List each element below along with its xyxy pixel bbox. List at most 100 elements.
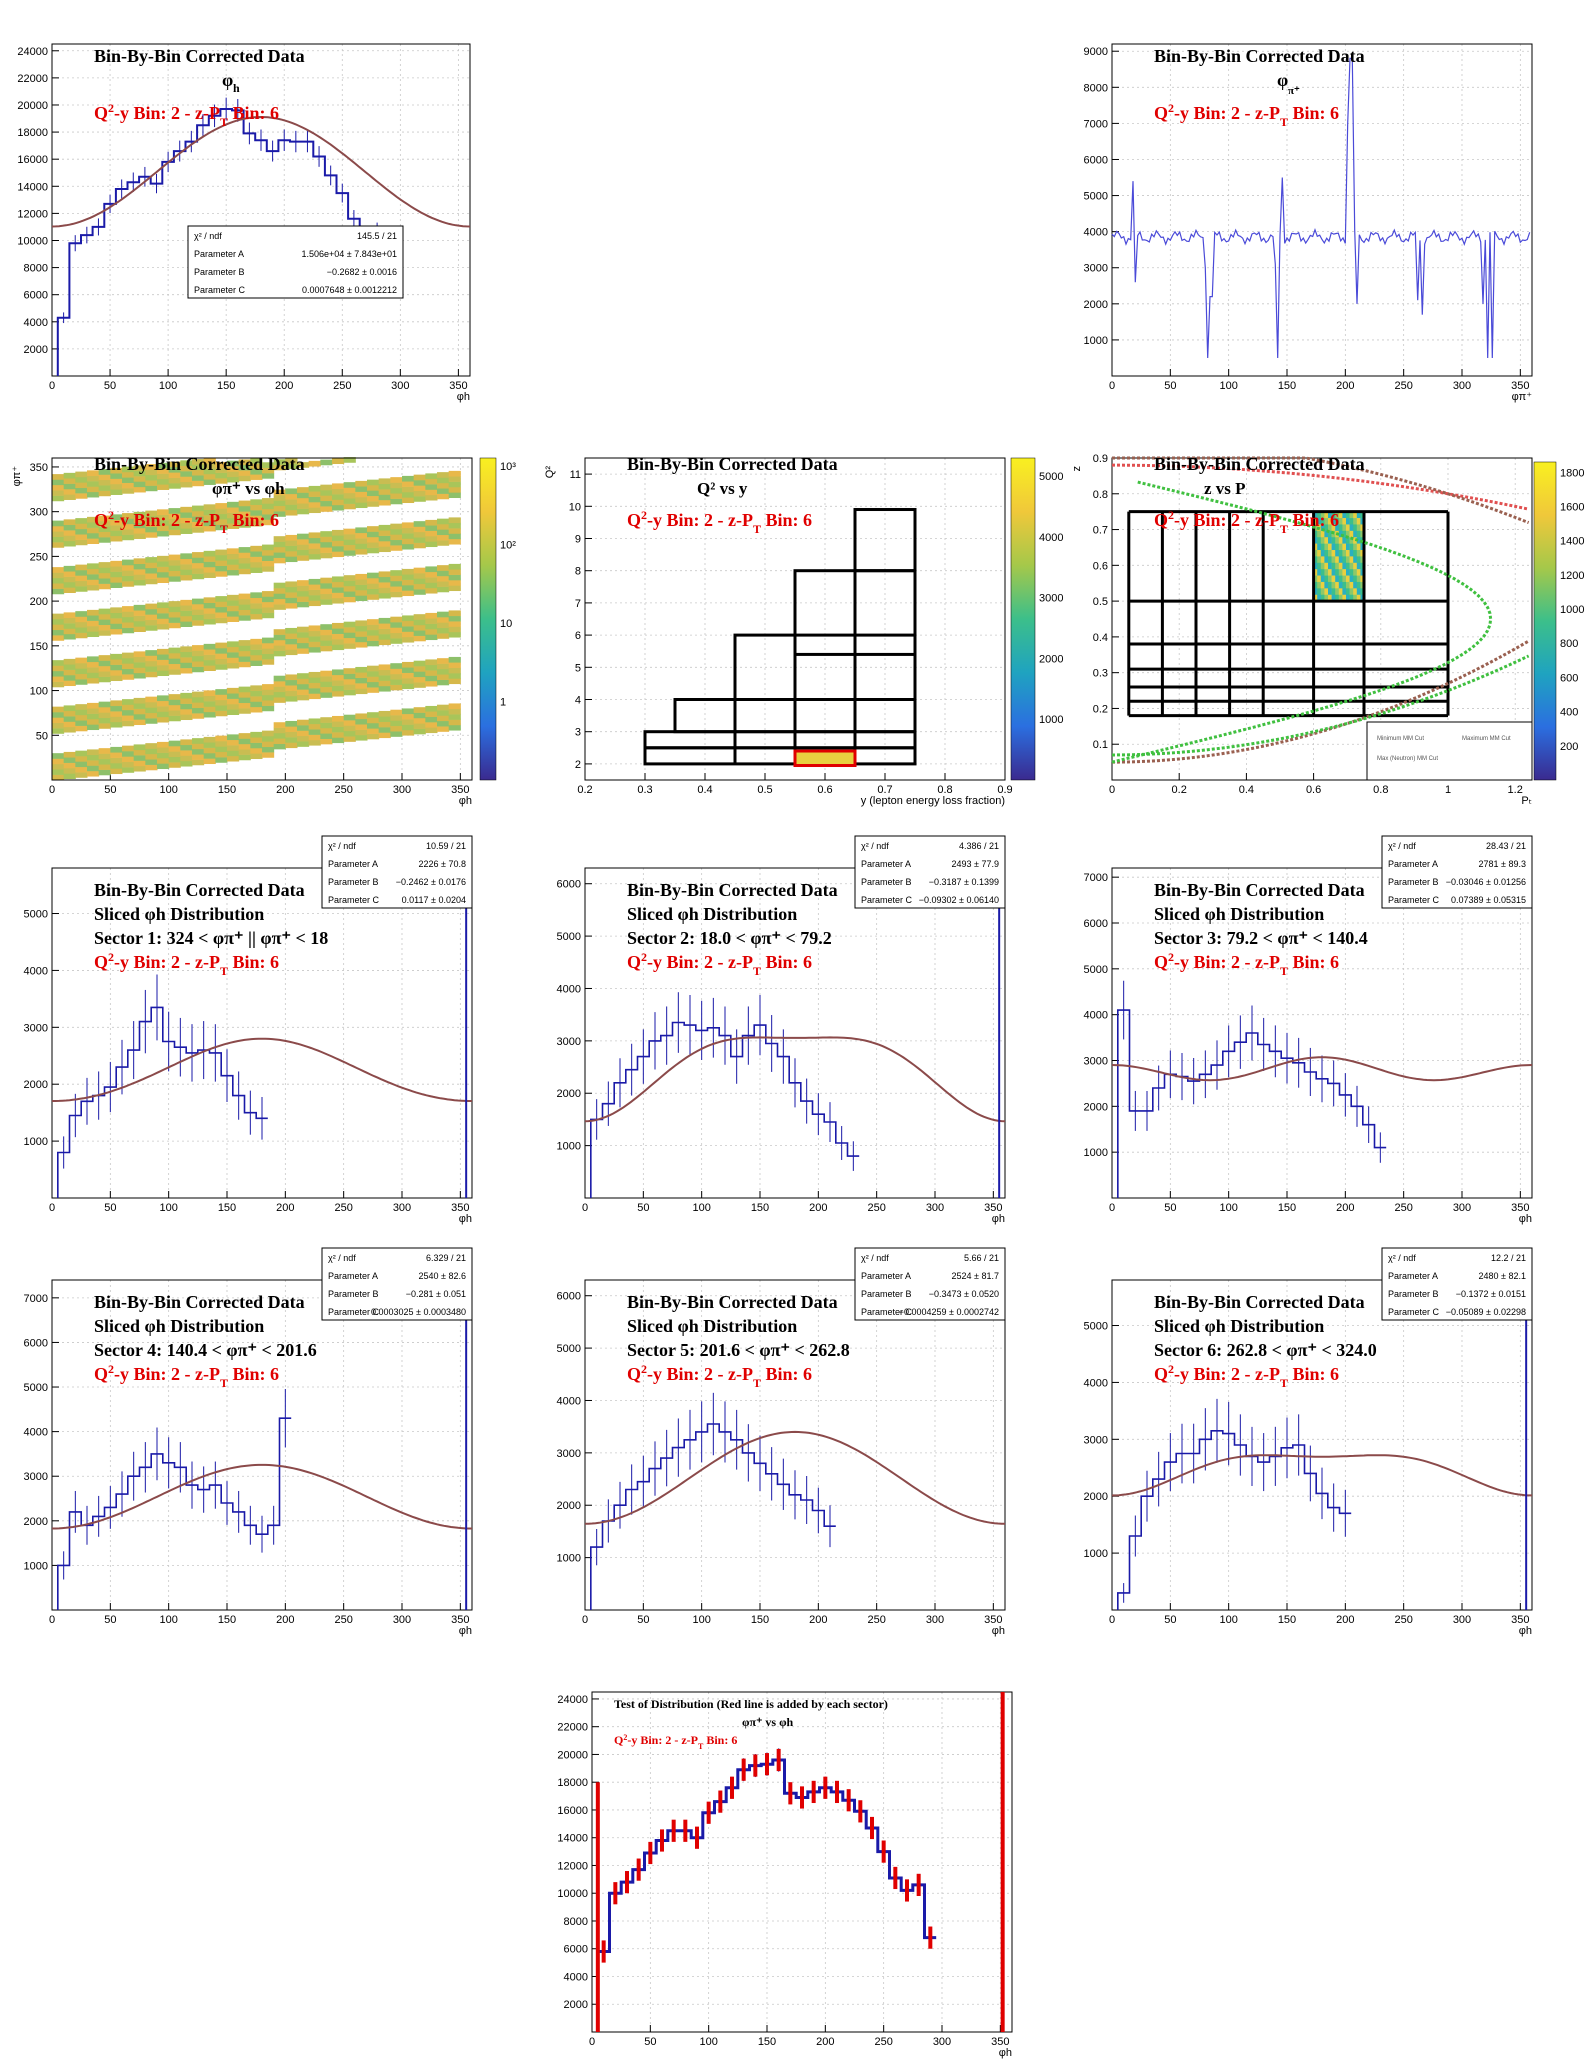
y-tick-label: 1000: [557, 1553, 581, 1565]
heatmap-cell: [203, 561, 216, 568]
heatmap-cell: [1320, 581, 1325, 589]
heatmap-cell: [180, 569, 193, 576]
heatmap-cell: [425, 473, 438, 480]
heatmap-cell: [378, 494, 391, 501]
heatmap-cell: [1320, 588, 1325, 596]
heatmap-cell: [1324, 550, 1329, 557]
heatmap-cell: [52, 577, 65, 584]
heatmap-cell: [425, 494, 438, 501]
stats-label: χ² / ndf: [861, 841, 889, 851]
heatmap-cell: [227, 523, 240, 529]
stats-label: Parameter A: [1388, 1271, 1438, 1281]
heatmap-cell: [1331, 550, 1336, 557]
heatmap-cell: [273, 500, 286, 507]
heatmap-cell: [1335, 569, 1340, 576]
heatmap-cell: [285, 499, 298, 505]
heatmap-cell: [332, 685, 345, 692]
heatmap-cell: [378, 489, 391, 495]
heatmap-cell: [413, 485, 426, 492]
x-tick-label: 250: [867, 1202, 885, 1214]
heatmap-cell: [192, 510, 205, 517]
x-tick-label: 250: [1394, 380, 1412, 392]
plot-frame: [591, 1691, 1013, 2033]
heatmap-cell: [98, 764, 111, 770]
heatmap-cell: [227, 600, 240, 606]
stats-label: Parameter A: [328, 1271, 378, 1281]
heatmap-cell: [192, 645, 205, 651]
heatmap-cell: [203, 556, 216, 562]
heatmap-cell: [75, 528, 88, 535]
x-tick-label: 0.4: [1239, 784, 1254, 796]
heatmap-cell: [308, 693, 321, 700]
heatmap-cell: [63, 773, 76, 780]
heatmap-cell: [285, 504, 298, 511]
heatmap-cell: [52, 583, 65, 589]
y-tick-label: 10000: [557, 1888, 588, 1900]
y-tick-label: 2000: [1084, 299, 1108, 311]
heatmap-cell: [262, 601, 275, 608]
heatmap-cell: [1353, 575, 1358, 583]
heatmap-cell: [262, 752, 275, 758]
heatmap-cell: [390, 591, 403, 598]
x-tick-label: 300: [393, 1202, 411, 1214]
y-tick-label: 24000: [557, 1694, 588, 1706]
heatmap-cell: [250, 613, 263, 620]
heatmap-cell: [238, 615, 251, 621]
heatmap-cell: [378, 732, 391, 739]
y-tick-label: 1000: [1084, 1548, 1108, 1560]
heatmap-cell: [87, 656, 100, 663]
heatmap-cell: [448, 476, 461, 482]
heatmap-cell: [215, 519, 228, 525]
heatmap-cell: [110, 757, 123, 764]
heatmap-cell: [145, 671, 158, 678]
heatmap-cell: [250, 654, 263, 661]
heatmap-cell: [448, 538, 461, 545]
heatmap-cell: [238, 557, 251, 564]
y-tick-label: 3000: [1084, 1434, 1108, 1446]
colorbar-tick-label: 1200: [1560, 570, 1584, 582]
heatmap-cell: [192, 661, 205, 667]
heatmap-cell: [75, 657, 88, 664]
stats-label: Parameter B: [1388, 877, 1439, 887]
heatmap-cell: [75, 668, 88, 675]
heatmap-cell: [52, 774, 65, 781]
heatmap-cell: [157, 659, 170, 666]
heatmap-cell: [425, 484, 438, 490]
x-tick-label: 200: [276, 1202, 294, 1214]
y-tick-label: 5000: [1084, 1321, 1108, 1333]
y-tick-label: 10000: [17, 235, 48, 247]
heatmap-cell: [227, 476, 240, 483]
heatmap-cell: [1331, 562, 1336, 570]
heatmap-cell: [402, 475, 415, 482]
x-axis-label: φπ⁺: [1512, 391, 1533, 403]
stats-value: 145.5 / 21: [357, 231, 397, 241]
heatmap-cell: [1342, 530, 1347, 538]
heatmap-cell: [75, 766, 88, 773]
heatmap-cell: [1331, 581, 1336, 589]
stats-label: Parameter A: [194, 249, 244, 259]
heatmap-cell: [332, 504, 345, 511]
chart-z-vs-pt: 0 0.2 0.4 0.6 0.8 1 1.20.10.20.30.40.50.60.70.…: [1071, 453, 1584, 807]
heatmap-cell: [133, 558, 146, 565]
heatmap-cell: [1346, 550, 1350, 557]
heatmap-cell: [52, 474, 65, 480]
heatmap-cell: [52, 490, 65, 496]
sector-label: Sector 2: 18.0 < φπ⁺ < 79.2: [627, 928, 832, 948]
legend-entry: Maximum MM Cut: [1462, 736, 1511, 742]
heatmap-cell: [448, 703, 461, 710]
heatmap-cell: [52, 676, 65, 682]
heatmap-cell: [1317, 575, 1322, 583]
stats-value: −0.09302 ± 0.06140: [919, 895, 999, 905]
y-tick-label: 9: [575, 534, 581, 546]
heatmap-cell: [192, 475, 205, 481]
heatmap-cell: [1313, 569, 1318, 576]
heatmap-cell: [98, 567, 111, 574]
heatmap-cell: [285, 602, 298, 609]
colorbar-tick-label: 1600: [1560, 501, 1584, 513]
x-tick-label: 350: [1511, 1202, 1529, 1214]
heatmap-cell: [133, 703, 146, 709]
heatmap-cell: [425, 525, 438, 531]
heatmap-cell: [1328, 594, 1332, 602]
heatmap-cell: [63, 617, 76, 624]
heatmap-cell: [1342, 524, 1347, 532]
